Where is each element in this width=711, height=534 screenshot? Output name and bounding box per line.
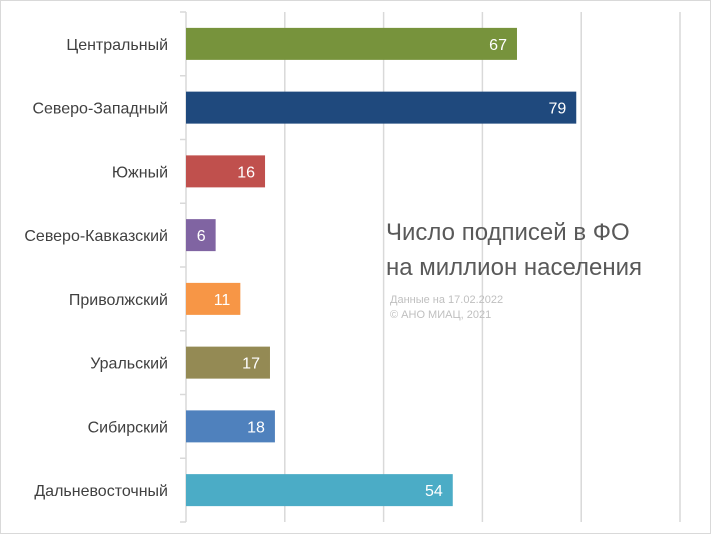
category-label-8: Дальневосточный <box>34 483 168 500</box>
category-labels: Центральный Северо-Западный Южный Северо-Ка… <box>24 37 168 500</box>
value-label-7: 18 <box>247 419 265 436</box>
bar-1 <box>186 27 517 60</box>
value-label-6: 17 <box>242 356 260 373</box>
category-label-3: Южный <box>112 164 168 181</box>
bar-4 <box>186 219 216 252</box>
category-label-1: Центральный <box>66 37 168 54</box>
value-label-4: 6 <box>197 228 206 245</box>
copyright-note: © АНО МИАЦ, 2021 <box>390 309 491 321</box>
chart-title-line-1: Число подписей в ФО <box>386 219 630 246</box>
category-label-6: Уральский <box>90 356 168 373</box>
category-label-4: Северо-Кавказский <box>24 228 168 245</box>
category-label-7: Сибирский <box>88 419 168 436</box>
value-label-3: 16 <box>237 164 255 181</box>
bar-5 <box>186 282 241 315</box>
value-label-8: 54 <box>425 483 443 500</box>
value-label-1: 67 <box>489 37 507 54</box>
bar-6 <box>186 346 270 379</box>
value-labels: 67 79 16 6 11 17 18 54 <box>197 37 567 500</box>
value-label-2: 79 <box>548 101 566 118</box>
axis-ticks <box>180 11 186 523</box>
bar-7 <box>186 410 275 443</box>
category-label-2: Северо-Западный <box>32 101 168 118</box>
bars <box>186 27 577 507</box>
bar-8 <box>186 474 453 507</box>
chart-title-line-2: на миллион населения <box>386 254 642 281</box>
value-label-5: 11 <box>214 292 231 309</box>
category-label-5: Приволжский <box>69 292 168 309</box>
bar-2 <box>186 91 577 124</box>
data-date-note: Данные на 17.02.2022 <box>390 294 503 306</box>
bar-3 <box>186 155 266 188</box>
